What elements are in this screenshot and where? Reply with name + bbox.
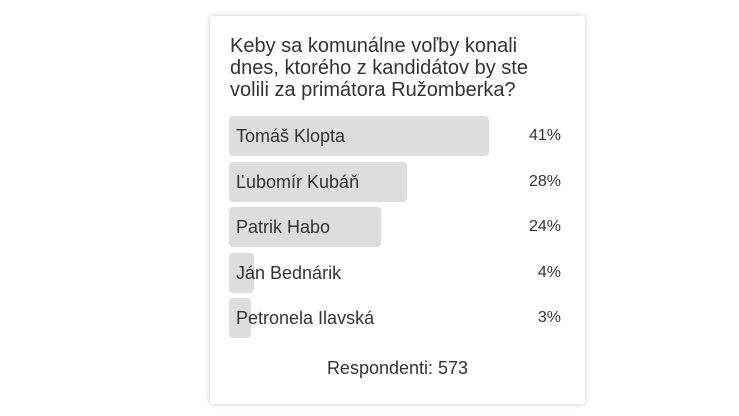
poll-bar-track — [229, 207, 509, 247]
poll-option-label: Ľubomír Kubáň — [236, 171, 360, 192]
poll-option-label: Tomáš Klopta — [236, 126, 346, 146]
poll-option-petronela-ilavska[interactable]: Petronela Ilavská 3% — [229, 298, 564, 338]
poll-option-label: Ján Bednárik — [236, 262, 342, 283]
poll-bar-fill — [229, 252, 255, 293]
poll-bar-fill — [229, 161, 407, 202]
poll-option-label: Patrik Habo — [236, 217, 331, 237]
poll-options: Tomáš Klopta 41% Ľubomír Kubáň 28% Patri… — [229, 116, 564, 344]
poll-bar-track — [229, 252, 509, 293]
poll-option-percent: 24% — [528, 218, 561, 235]
poll-option-patrik-habo[interactable]: Patrik Habo 24% — [229, 207, 564, 247]
poll-option-percent: 41% — [528, 127, 561, 144]
poll-bar-fill — [229, 116, 489, 156]
poll-option-lubomir-kuban[interactable]: Ľubomír Kubáň 28% — [229, 161, 564, 202]
poll-option-jan-bednarik[interactable]: Ján Bednárik 4% — [229, 252, 564, 293]
poll-option-tomas-klopta[interactable]: Tomáš Klopta 41% — [229, 116, 564, 156]
poll-question: Keby sa komunálne voľby konali dnes, kto… — [230, 35, 528, 101]
poll-bar-track — [229, 298, 509, 338]
poll-bar-fill — [229, 298, 251, 338]
poll-bar-track — [229, 116, 509, 156]
poll-option-percent: 28% — [528, 172, 561, 190]
poll-bar-track — [229, 161, 509, 202]
poll-option-percent: 4% — [537, 263, 561, 281]
poll-option-label: Petronela Ilavská — [236, 308, 375, 328]
poll-bar-fill — [229, 207, 382, 247]
poll-option-percent: 3% — [537, 309, 561, 326]
respondents-count: Respondenti: 573 — [326, 358, 469, 378]
poll-card: Keby sa komunálne voľby konali dnes, kto… — [210, 16, 585, 404]
